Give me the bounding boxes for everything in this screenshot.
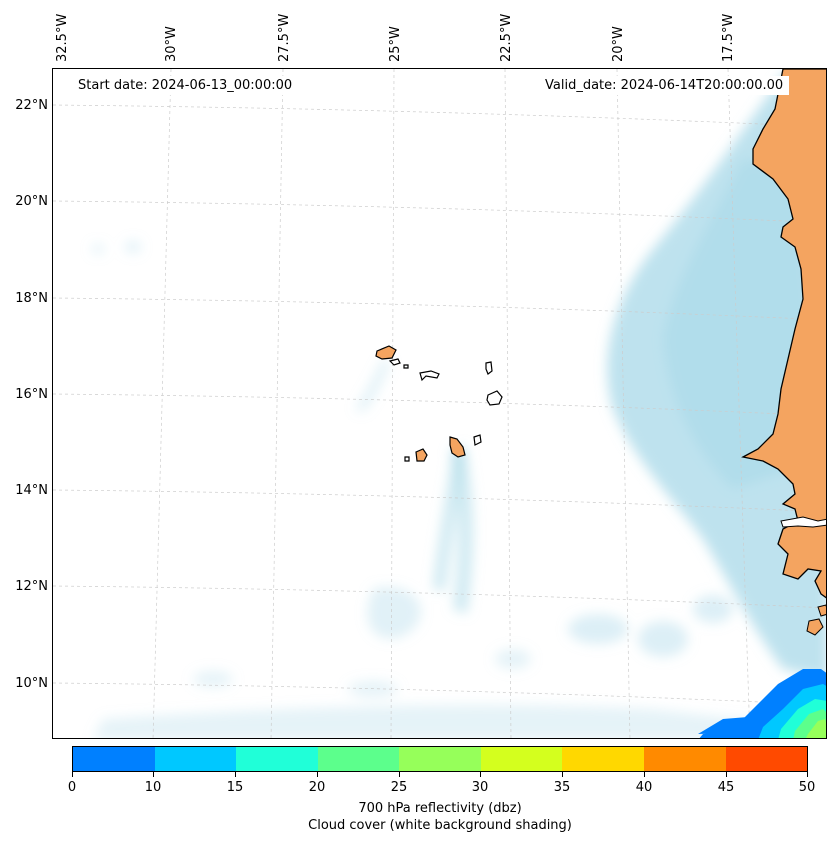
island-brava: [404, 456, 410, 462]
lat-label-20: 20°N: [15, 194, 48, 209]
colorbar-seg-0-10: [73, 747, 155, 771]
cloud-streak-2: [451, 447, 473, 614]
graticule: [53, 69, 826, 738]
cloud-blob-6: [193, 671, 233, 687]
cloud-blob-1: [125, 241, 141, 253]
reflectivity-tail: [698, 717, 753, 734]
colorbar-seg-15-20: [236, 747, 318, 771]
meridian-22-5: [504, 69, 512, 738]
start-date-label: Start date: 2024-06-13_00:00:00: [72, 76, 299, 95]
lat-label-16: 16°N: [15, 387, 48, 402]
colorbar-tick-10: [153, 772, 154, 777]
cloud-cover-layer: [92, 69, 826, 738]
colorbar-label-35: 35: [553, 780, 571, 795]
reflectivity-25-30: [806, 719, 826, 738]
colorbar-tick-40: [644, 772, 645, 777]
island-sal: [485, 361, 493, 375]
colorbar-label-30: 30: [471, 780, 489, 795]
lon-label-30: 30°W: [164, 26, 179, 62]
meridian-27-5: [270, 69, 284, 738]
cape-verde-islands: [375, 345, 503, 462]
cloud-blob-5: [693, 595, 733, 623]
colorbar-seg-40-45: [643, 747, 726, 771]
coast-island-small: [817, 604, 826, 617]
island-maio: [473, 434, 482, 446]
colorbar-label-45: 45: [717, 780, 735, 795]
colorbar-tick-25: [399, 772, 400, 777]
cloud-band-inner: [663, 159, 813, 489]
lon-label-32-5: 32.5°W: [55, 13, 70, 62]
gambia-river: [780, 516, 826, 528]
colorbar-subtitle: Cloud cover (white background shading): [308, 818, 572, 833]
map-canvas: [53, 69, 826, 738]
lon-label-25: 25°W: [388, 26, 403, 62]
cloud-band-south: [93, 704, 826, 738]
cloud-blob-4: [638, 621, 688, 657]
colorbar-label-50: 50: [798, 780, 816, 795]
colorbar-label-25: 25: [390, 780, 408, 795]
reflectivity-colorbar: [72, 746, 808, 772]
island-fogo: [415, 448, 428, 462]
parallel-10: [53, 682, 826, 706]
meridian-25: [390, 69, 395, 738]
island-santiago: [449, 436, 466, 458]
parallel-20: [53, 200, 826, 224]
lon-label-17-5: 17.5°W: [721, 13, 736, 62]
colorbar-tick-35: [562, 772, 563, 777]
cloud-streak-3: [355, 359, 391, 412]
lat-label-12: 12°N: [15, 579, 48, 594]
lat-label-18: 18°N: [15, 291, 48, 306]
island-santa-luzia: [403, 364, 409, 369]
colorbar-tick-45: [726, 772, 727, 777]
colorbar-label-10: 10: [144, 780, 162, 795]
meridian-20: [616, 69, 631, 738]
colorbar-label-15: 15: [226, 780, 244, 795]
parallel-12: [53, 585, 826, 609]
parallel-16: [53, 393, 826, 417]
valid-date-label: Valid_date: 2024-06-14T20:00:00.00: [539, 76, 790, 95]
colorbar-seg-20-25: [317, 747, 400, 771]
colorbar-seg-30-35: [480, 747, 563, 771]
colorbar-label-0: 0: [67, 780, 77, 795]
island-sao-vicente: [388, 358, 401, 366]
cloud-blob-8: [495, 649, 531, 669]
colorbar-tick-15: [235, 772, 236, 777]
bissagos-island: [806, 618, 824, 636]
colorbar-tick-50: [807, 772, 808, 777]
colorbar-title: 700 hPa reflectivity (dbz): [358, 801, 522, 816]
colorbar-tick-20: [317, 772, 318, 777]
island-sao-nicolau: [419, 370, 440, 382]
meridian-30: [152, 69, 172, 738]
colorbar-seg-10-15: [154, 747, 237, 771]
cloud-blob-3: [568, 614, 628, 644]
lat-label-10: 10°N: [15, 676, 48, 691]
colorbar-tick-0: [72, 772, 73, 777]
map-panel[interactable]: [52, 68, 827, 739]
colorbar-label-40: 40: [635, 780, 653, 795]
lon-label-22-5: 22.5°W: [499, 13, 514, 62]
lat-label-22: 22°N: [15, 98, 48, 113]
parallel-14: [53, 489, 826, 513]
cloud-blob-2: [92, 244, 104, 254]
colorbar-seg-25-30: [399, 747, 481, 771]
parallel-22: [53, 104, 826, 128]
colorbar-seg-45-50: [725, 747, 808, 771]
reflectivity-cell: [698, 669, 826, 738]
lon-label-20: 20°W: [611, 26, 626, 62]
lat-label-14: 14°N: [15, 483, 48, 498]
parallel-18: [53, 297, 826, 321]
colorbar-tick-30: [480, 772, 481, 777]
lon-label-27-5: 27.5°W: [277, 13, 292, 62]
cloud-patches-south: [367, 587, 421, 639]
island-boa-vista: [486, 390, 503, 406]
colorbar-seg-35-40: [562, 747, 644, 771]
island-santo-antao: [375, 345, 397, 360]
african-coastline: [741, 69, 826, 599]
colorbar-label-20: 20: [308, 780, 326, 795]
meridian-17-5: [727, 69, 751, 738]
